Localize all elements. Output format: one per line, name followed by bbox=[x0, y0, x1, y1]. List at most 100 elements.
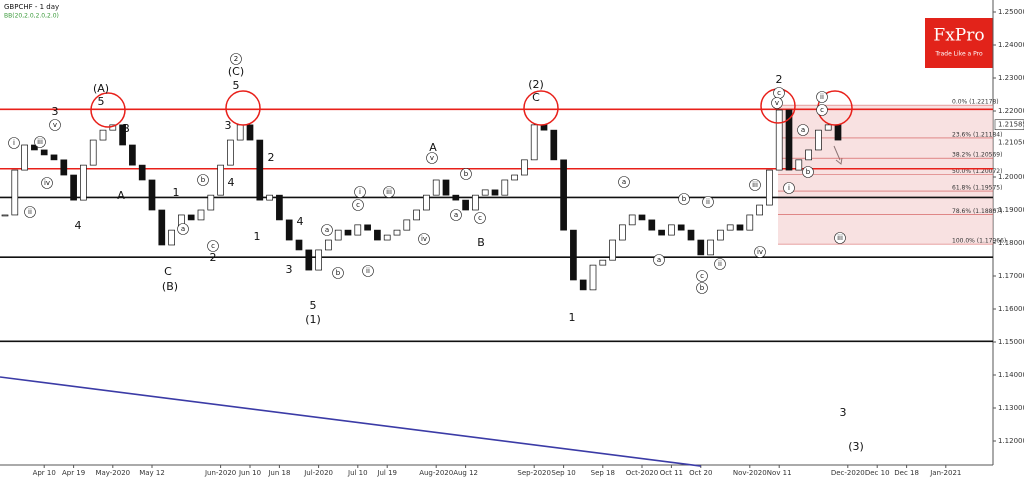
wave-label: b bbox=[464, 170, 469, 178]
wave-circle bbox=[24, 206, 36, 218]
candle-body bbox=[432, 179, 440, 196]
wave-label: b bbox=[201, 176, 206, 184]
price-marker-label: 1.21050 bbox=[998, 138, 1024, 146]
wave-label: 2 bbox=[268, 151, 275, 164]
y-tick-label: 1.25000 bbox=[998, 8, 1024, 16]
y-tick-label: 1.19000 bbox=[998, 206, 1024, 214]
candle-body bbox=[805, 149, 812, 161]
logo-box bbox=[925, 18, 993, 68]
candle-body bbox=[609, 239, 616, 261]
wave-label: c bbox=[211, 242, 215, 250]
candle-body bbox=[187, 214, 195, 221]
candle-body bbox=[442, 179, 450, 196]
candle-body bbox=[638, 214, 646, 221]
wave-label: iv bbox=[421, 235, 427, 243]
x-tick-label: Jul-2020 bbox=[303, 469, 333, 477]
candle-body bbox=[766, 169, 773, 206]
wave-label: ii bbox=[820, 93, 824, 101]
wave-circle bbox=[702, 196, 714, 208]
x-tick-label: Jun 18 bbox=[267, 469, 290, 477]
logo-text: FxPro bbox=[933, 26, 984, 46]
candle-body bbox=[413, 209, 420, 221]
candle-body bbox=[707, 239, 714, 256]
candle-body bbox=[383, 234, 391, 241]
x-tick-label: Dec 10 bbox=[865, 469, 890, 477]
wave-label: 5 bbox=[310, 299, 317, 312]
wave-label: 5 bbox=[233, 79, 240, 92]
x-tick-label: Aug 12 bbox=[453, 469, 478, 477]
wave-circle bbox=[383, 186, 395, 198]
candle-body bbox=[423, 194, 430, 211]
wave-label: 3 bbox=[286, 263, 293, 276]
x-tick-label: Sep 18 bbox=[591, 469, 615, 477]
y-tick-label: 1.24000 bbox=[998, 41, 1024, 49]
x-tick-label: Jun 10 bbox=[238, 469, 261, 477]
wave-label: c bbox=[700, 272, 704, 280]
y-tick-label: 1.14000 bbox=[998, 371, 1024, 379]
candle-body bbox=[374, 229, 381, 241]
fib-label: 23.6% (1.21184) bbox=[952, 131, 1002, 138]
wave-label: c bbox=[356, 201, 360, 209]
wave-label: ii bbox=[366, 267, 370, 275]
candle-body bbox=[736, 224, 744, 231]
x-tick-label: Dec 18 bbox=[894, 469, 919, 477]
wave-label: A bbox=[117, 189, 125, 202]
wave-label: B bbox=[122, 122, 130, 135]
chart-title: GBPCHF - 1 day bbox=[4, 3, 59, 11]
fib-label: 0.0% (1.22178) bbox=[952, 99, 999, 106]
candle-body bbox=[217, 164, 224, 196]
candle-body bbox=[834, 124, 842, 141]
candle-body bbox=[138, 164, 146, 181]
wave-label: 3 bbox=[52, 105, 59, 118]
wave-circle bbox=[678, 193, 690, 205]
wave-label: 2 bbox=[776, 73, 783, 86]
wave-label: 3 bbox=[840, 406, 847, 419]
wave-label: c bbox=[777, 89, 781, 97]
candle-body bbox=[560, 159, 567, 231]
candle-body bbox=[570, 229, 577, 281]
y-tick-label: 1.23000 bbox=[998, 74, 1024, 82]
y-tick-label: 1.18000 bbox=[998, 239, 1024, 247]
wave-label: v bbox=[430, 154, 434, 162]
price-marker-label: 1.21585 bbox=[998, 121, 1024, 129]
x-tick-label: Jul 19 bbox=[376, 469, 397, 477]
x-tick-label: Jun-2020 bbox=[204, 469, 236, 477]
x-tick-label: Nov-2020 bbox=[733, 469, 767, 477]
y-tick-label: 1.13000 bbox=[998, 404, 1024, 412]
wave-circle bbox=[816, 91, 828, 103]
x-tick-label: Apr 19 bbox=[62, 469, 85, 477]
wave-label: iv bbox=[44, 179, 50, 187]
wave-label: ii bbox=[706, 198, 710, 206]
wave-circle bbox=[802, 166, 814, 178]
wave-circle bbox=[362, 265, 374, 277]
wave-circle bbox=[749, 179, 761, 191]
fib-label: 38.2% (1.20569) bbox=[952, 152, 1002, 159]
fib-label: 61.8% (1.19575) bbox=[952, 185, 1002, 192]
candle-body bbox=[334, 229, 342, 241]
candle-body bbox=[99, 129, 107, 141]
y-tick-label: 1.15000 bbox=[998, 338, 1024, 346]
wave-label: b bbox=[806, 168, 811, 176]
wave-label: a bbox=[801, 126, 805, 134]
candle-body bbox=[491, 189, 499, 196]
logo-tagline: Trade Like a Pro bbox=[934, 51, 983, 58]
candle-body bbox=[295, 239, 303, 251]
candle-body bbox=[452, 194, 460, 201]
candle-body bbox=[550, 129, 558, 161]
x-tick-label: Apr 10 bbox=[33, 469, 56, 477]
candle-body bbox=[795, 159, 803, 171]
wave-label: 5 bbox=[98, 95, 105, 108]
wave-label: 4 bbox=[228, 176, 235, 189]
y-tick-label: 1.20000 bbox=[998, 173, 1024, 181]
wave-circle bbox=[207, 240, 219, 252]
wave-circle bbox=[771, 97, 783, 109]
wave-label: i bbox=[359, 188, 361, 196]
candle-body bbox=[775, 109, 783, 171]
wave-circle bbox=[352, 199, 364, 211]
candle-body bbox=[462, 199, 469, 211]
wave-circle bbox=[474, 212, 486, 224]
wave-label: A bbox=[429, 141, 437, 154]
candle-body bbox=[246, 124, 254, 141]
wave-label: b bbox=[700, 284, 705, 292]
